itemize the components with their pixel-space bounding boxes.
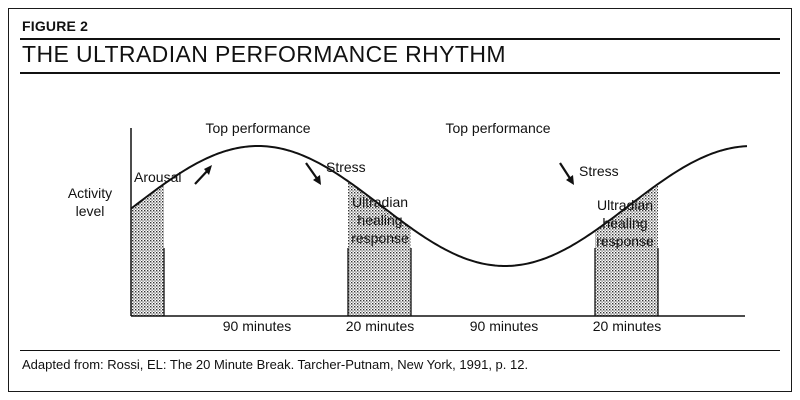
caption-rule (20, 350, 780, 351)
stress-arrow-2 (559, 162, 574, 185)
healing-label-2-line-3: response (596, 233, 654, 249)
source-caption: Adapted from: Rossi, EL: The 20 Minute B… (22, 357, 529, 372)
healing-label-1-line-2: healing (357, 212, 402, 228)
stress-label-1: Stress (326, 159, 366, 175)
top-rule (20, 38, 780, 40)
stress-label-2: Stress (579, 163, 619, 179)
figure-frame (8, 8, 792, 392)
healing-label-2-line-2: healing (602, 215, 647, 231)
peak-label-1: Top performance (205, 120, 310, 136)
figure-label: FIGURE 2 (22, 18, 89, 34)
healing-label-1-line-1: Ultradian (352, 194, 408, 210)
duration-label-3: 90 minutes (470, 318, 538, 334)
y-axis-label-line-1: Activity (68, 185, 112, 201)
y-axis-label-line-2: level (76, 203, 105, 219)
duration-label-1: 90 minutes (223, 318, 291, 334)
arousal-arrow (194, 165, 212, 185)
duration-label-2: 20 minutes (346, 318, 414, 334)
healing-label-1-line-3: response (351, 230, 409, 246)
peak-label-2: Top performance (445, 120, 550, 136)
healing-label-2-line-1: Ultradian (597, 197, 653, 213)
duration-label-4: 20 minutes (593, 318, 661, 334)
rhythm-curve (130, 145, 748, 268)
figure-title: THE ULTRADIAN PERFORMANCE RHYTHM (22, 41, 506, 67)
stress-arrow-1 (305, 162, 321, 185)
arousal-label: Arousal (134, 169, 181, 185)
title-rule (20, 72, 780, 74)
